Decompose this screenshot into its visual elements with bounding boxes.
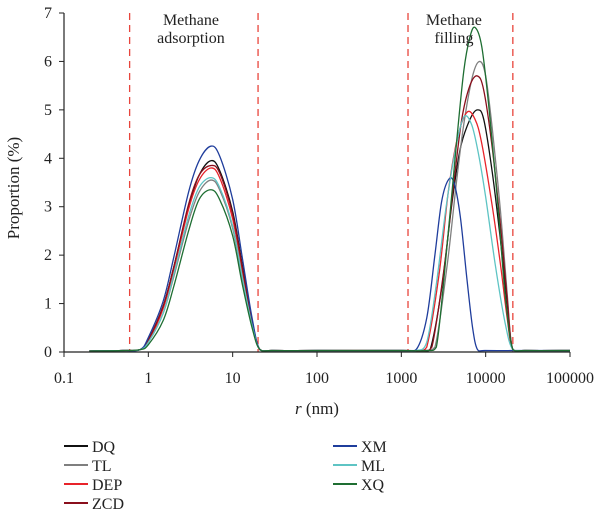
y-axis-title: Proportion (%) <box>4 137 23 239</box>
x-tick-label: 1 <box>144 370 152 387</box>
x-tick-label: 100 <box>305 370 329 387</box>
annotation-methane-adsorption: Methane adsorption <box>157 12 225 47</box>
boundary-lines <box>128 13 514 352</box>
x-axis-title: r (nm) <box>295 399 339 418</box>
ticks: 0 1 2 3 4 5 6 7 0.1 1 10 100 1000 10000 100000 <box>44 5 594 387</box>
legend-item-tl: TL <box>64 458 112 475</box>
annotation-methane-filling: Methane filling <box>426 12 482 47</box>
x-axis-unit: (nm) <box>306 399 339 418</box>
y-tick-label: 3 <box>44 199 52 216</box>
x-tick-label: 100000 <box>546 370 594 387</box>
legend-item-xm: XM <box>333 439 387 456</box>
annotations: Methane adsorption Methane filling <box>157 12 482 47</box>
legend-label: DQ <box>92 439 116 456</box>
legend: DQ TL DEP ZCD XM ML XQ <box>64 439 387 513</box>
legend-label: XM <box>361 439 387 456</box>
legend-label: TL <box>92 458 112 475</box>
series-line-dep <box>89 110 571 352</box>
y-tick-label: 0 <box>44 344 52 361</box>
x-tick-label: 1000 <box>385 370 417 387</box>
x-tick-label: 0.1 <box>54 370 74 387</box>
x-tick-label: 10000 <box>466 370 506 387</box>
y-tick-label: 7 <box>44 5 52 22</box>
series-line-xq <box>89 26 571 352</box>
legend-label: DEP <box>92 477 122 494</box>
legend-item-zcd: ZCD <box>64 496 124 513</box>
legend-item-dq: DQ <box>64 439 116 456</box>
legend-label: ZCD <box>92 496 124 513</box>
series-line-ml <box>89 115 571 352</box>
y-tick-label: 5 <box>44 102 52 119</box>
legend-item-xq: XQ <box>333 477 385 494</box>
series-lines <box>89 26 571 352</box>
y-tick-label: 1 <box>44 296 52 313</box>
legend-label: ML <box>361 458 385 475</box>
y-tick-label: 6 <box>44 53 52 70</box>
x-tick-label: 10 <box>225 370 241 387</box>
legend-item-ml: ML <box>333 458 385 475</box>
legend-label: XQ <box>361 477 385 494</box>
legend-item-dep: DEP <box>64 477 122 494</box>
y-tick-label: 2 <box>44 247 52 264</box>
y-tick-label: 4 <box>44 150 52 167</box>
x-axis-variable: r <box>295 399 302 418</box>
